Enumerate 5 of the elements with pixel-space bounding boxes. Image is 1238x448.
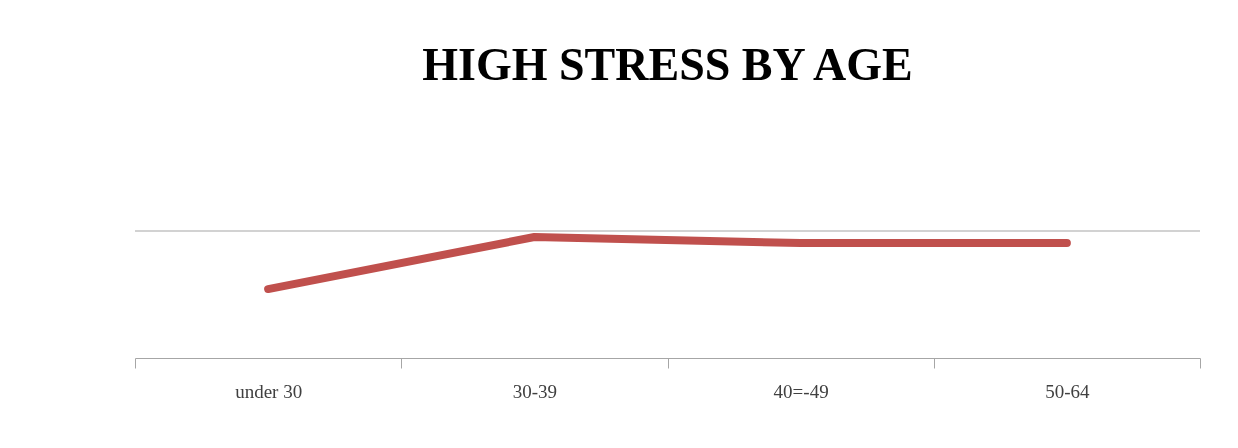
x-tick-label: under 30 (235, 380, 303, 402)
x-tick-label: 30-39 (512, 380, 558, 402)
chart-title: HIGH STRESS BY AGE (422, 39, 913, 91)
x-tick-label: 40=-49 (773, 380, 829, 402)
x-tick-label: 50-64 (1045, 380, 1091, 402)
